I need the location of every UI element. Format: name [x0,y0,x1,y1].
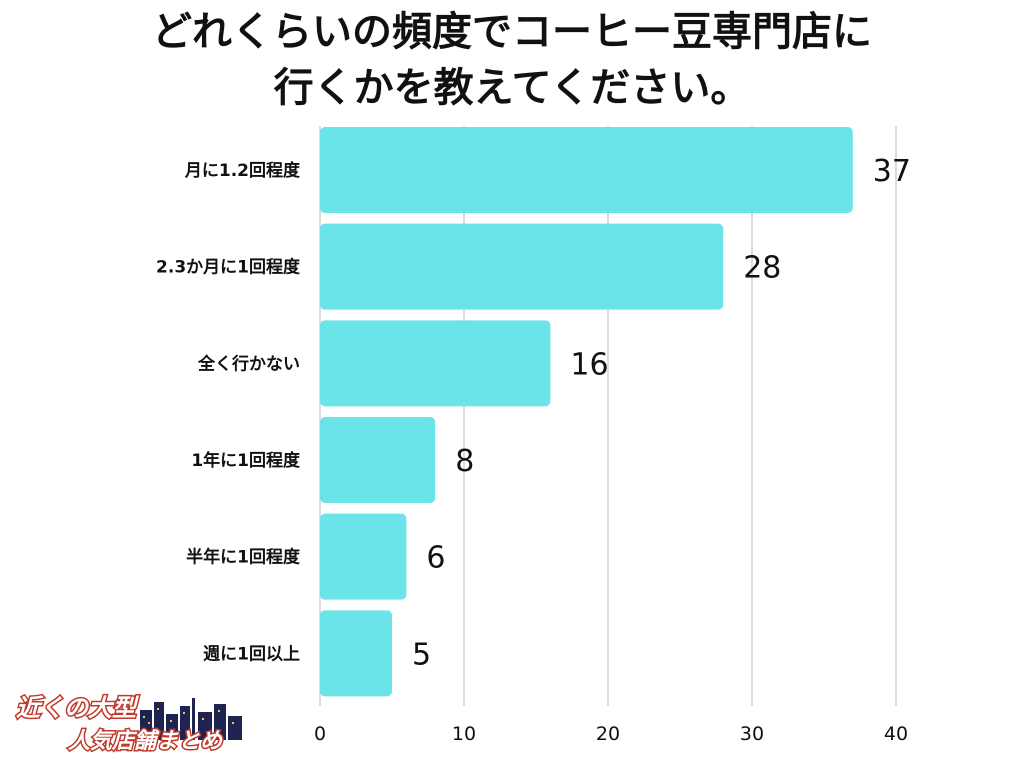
logo-text-line-2: 人気店舗まとめ [68,729,223,754]
category-label: 2.3か月に1回程度 [156,257,301,278]
bar [320,127,853,213]
bar [320,320,551,407]
x-tick-label: 30 [740,723,764,745]
bar [320,223,724,310]
x-tick-label: 40 [884,723,908,745]
logo-text-line-1: 近くの大型 [16,694,139,722]
chart-title-line-2: 行くかを教えてください。 [273,65,751,111]
bar [320,610,392,697]
bar [320,417,436,503]
value-label: 16 [570,347,608,382]
x-tick-label: 20 [596,723,620,745]
category-label: 半年に1回程度 [186,547,301,568]
value-label: 28 [743,251,781,286]
x-tick-label: 10 [452,723,476,745]
chart-title-line-1: どれくらいの頻度でコーヒー豆専門店に [152,9,872,55]
category-label: 週に1回以上 [203,644,300,664]
value-label: 5 [412,637,431,672]
value-label: 8 [455,444,474,479]
site-logo: 近くの大型 人気店舗まとめ [15,693,242,756]
category-label: 1年に1回程度 [191,450,301,471]
category-label: 全く行かない [197,353,300,374]
bar [320,513,407,600]
value-label: 6 [426,541,445,576]
chart-title: どれくらいの頻度でコーヒー豆専門店に 行くかを教えてください。 [0,4,1024,116]
x-tick-label: 0 [314,723,326,745]
category-label: 月に1.2回程度 [184,160,301,181]
value-label: 37 [873,154,911,189]
